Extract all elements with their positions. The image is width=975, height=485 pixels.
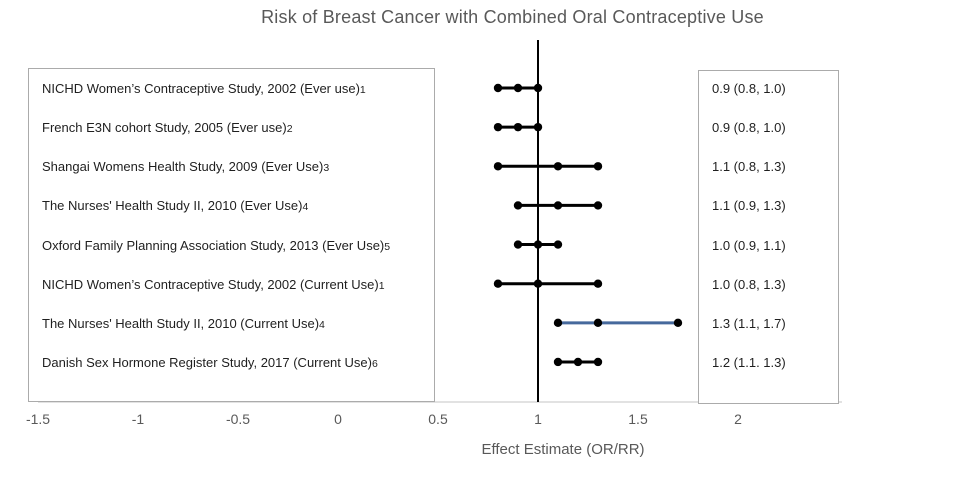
study-ref-number: 4	[319, 318, 325, 331]
point-marker	[513, 122, 523, 132]
axis-tick-label: 0.5	[428, 411, 448, 427]
ci-end-marker	[553, 357, 563, 367]
study-label: The Nurses' Health Study II, 2010 (Curre…	[42, 315, 320, 331]
axis-tick-label: 0	[334, 411, 342, 427]
estimates-box: 0.9 (0.8, 1.0) 0.9 (0.8, 1.0) 1.1 (0.8, 1.…	[698, 70, 839, 404]
estimate-value: 1.1 (0.8, 1.3)	[712, 159, 786, 175]
estimate-value: 1.0 (0.9, 1.1)	[712, 237, 786, 253]
estimate-value: 1.2 (1.1. 1.3)	[712, 354, 786, 370]
study-label: French E3N cohort Study, 2005 (Ever use)	[42, 120, 287, 136]
estimate-value: 1.1 (0.9, 1.3)	[712, 198, 786, 214]
study-label-row: The Nurses' Health Study II, 2010 (Ever …	[29, 196, 434, 216]
study-label: Shangai Womens Health Study, 2009 (Ever …	[42, 159, 324, 175]
study-ref-number: 5	[384, 240, 391, 253]
estimate-value: 0.9 (0.8, 1.0)	[712, 81, 786, 96]
ci-end-marker	[553, 318, 563, 328]
ci-end-marker	[593, 162, 603, 171]
study-label-row: French E3N cohort Study, 2005 (Ever use)…	[29, 118, 434, 138]
study-ref-number: 1	[359, 84, 366, 96]
study-label: NICHD Women’s Contraceptive Study, 2002 …	[42, 276, 379, 292]
x-axis-title: Effect Estimate (OR/RR)	[481, 441, 645, 458]
study-ref-number: 1	[378, 279, 385, 292]
study-label-row: Oxford Family Planning Association Study…	[29, 236, 434, 256]
ci-end-marker	[673, 318, 683, 328]
chart-title: Risk of Breast Cancer with Combined Oral…	[261, 7, 764, 27]
point-marker	[553, 201, 563, 210]
point-marker	[533, 279, 543, 288]
ci-end-marker	[593, 201, 603, 210]
study-label-row: The Nurses' Health Study II, 2010 (Curre…	[29, 314, 434, 334]
study-ref-number: 4	[302, 201, 309, 214]
estimate-value: 1.0 (0.8, 1.3)	[712, 276, 786, 292]
ci-end-marker	[493, 279, 503, 288]
axis-tick-label: -0.5	[225, 411, 251, 427]
ci-end-marker	[593, 279, 603, 288]
study-label: The Nurses' Health Study II, 2010 (Ever …	[42, 198, 303, 214]
axis-tick-label: -1.5	[25, 411, 51, 427]
ci-end-marker	[533, 122, 543, 132]
estimate-value: 1.3 (1.1, 1.7)	[712, 315, 786, 331]
point-marker	[533, 240, 543, 249]
study-ref-number: 6	[371, 357, 378, 370]
study-ref-number: 3	[323, 162, 330, 175]
study-label-row: Shangai Womens Health Study, 2009 (Ever …	[29, 157, 434, 177]
point-marker	[573, 357, 583, 367]
estimate-value: 0.9 (0.8, 1.0)	[712, 120, 786, 136]
study-label-row: NICHD Women’s Contraceptive Study, 2002 …	[29, 79, 434, 99]
study-label: Oxford Family Planning Association Study…	[42, 237, 385, 253]
ci-end-marker	[553, 240, 563, 249]
ci-end-marker	[533, 83, 543, 93]
ci-end-marker	[513, 201, 523, 210]
study-label: NICHD Women’s Contraceptive Study, 2002 …	[42, 81, 360, 96]
study-ref-number: 2	[286, 123, 293, 136]
point-marker	[593, 318, 603, 328]
point-marker	[553, 162, 563, 171]
axis-tick-label: -1	[131, 411, 145, 427]
axis-tick-label: 2	[734, 411, 742, 427]
study-label: Danish Sex Hormone Register Study, 2017 …	[42, 354, 372, 370]
ci-end-marker	[493, 83, 503, 93]
point-marker	[513, 83, 523, 93]
axis-tick-label: 1	[534, 411, 542, 427]
ci-end-marker	[493, 122, 503, 132]
study-list-box: NICHD Women’s Contraceptive Study, 2002 …	[28, 68, 435, 402]
axis-tick-label: 1.5	[628, 411, 648, 427]
study-label-row: Danish Sex Hormone Register Study, 2017 …	[29, 353, 434, 373]
ci-end-marker	[513, 240, 523, 249]
ci-end-marker	[593, 357, 603, 367]
ci-end-marker	[493, 162, 503, 171]
study-label-row: NICHD Women’s Contraceptive Study, 2002 …	[29, 275, 434, 295]
